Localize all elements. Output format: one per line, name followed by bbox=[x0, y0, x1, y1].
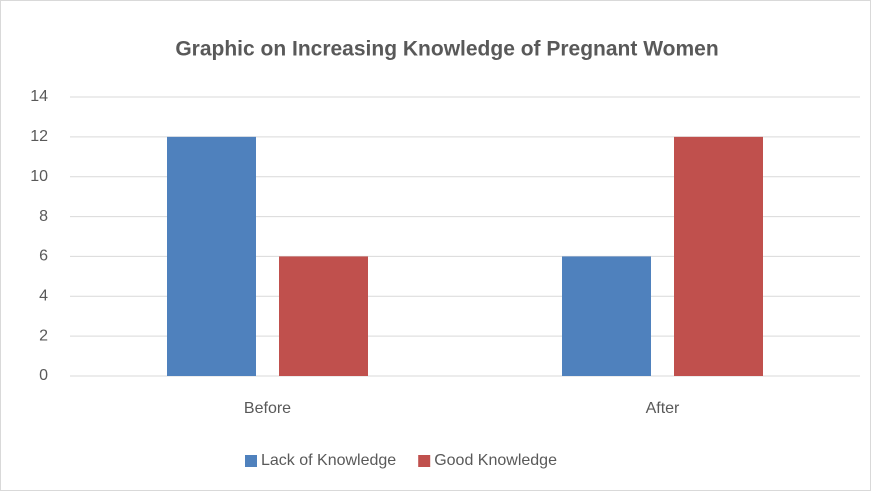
y-tick-label: 14 bbox=[30, 88, 48, 105]
chart-title: Graphic on Increasing Knowledge of Pregn… bbox=[175, 38, 718, 61]
bar bbox=[167, 136, 256, 376]
y-tick-label: 8 bbox=[39, 208, 48, 225]
y-tick-label: 4 bbox=[39, 288, 48, 305]
bar bbox=[562, 256, 651, 376]
y-tick-label: 6 bbox=[39, 248, 48, 265]
bar bbox=[279, 256, 368, 376]
legend-label: Lack of Knowledge bbox=[261, 452, 396, 469]
x-tick-label: Before bbox=[244, 400, 291, 417]
legend-label: Good Knowledge bbox=[434, 452, 557, 469]
x-tick-label: After bbox=[646, 400, 680, 417]
legend-swatch bbox=[245, 455, 257, 467]
y-tick-label: 0 bbox=[39, 367, 48, 384]
bar bbox=[674, 136, 763, 376]
y-tick-label: 12 bbox=[30, 128, 48, 145]
legend-swatch bbox=[418, 455, 431, 467]
y-tick-label: 2 bbox=[39, 327, 48, 344]
y-tick-label: 10 bbox=[30, 168, 48, 185]
